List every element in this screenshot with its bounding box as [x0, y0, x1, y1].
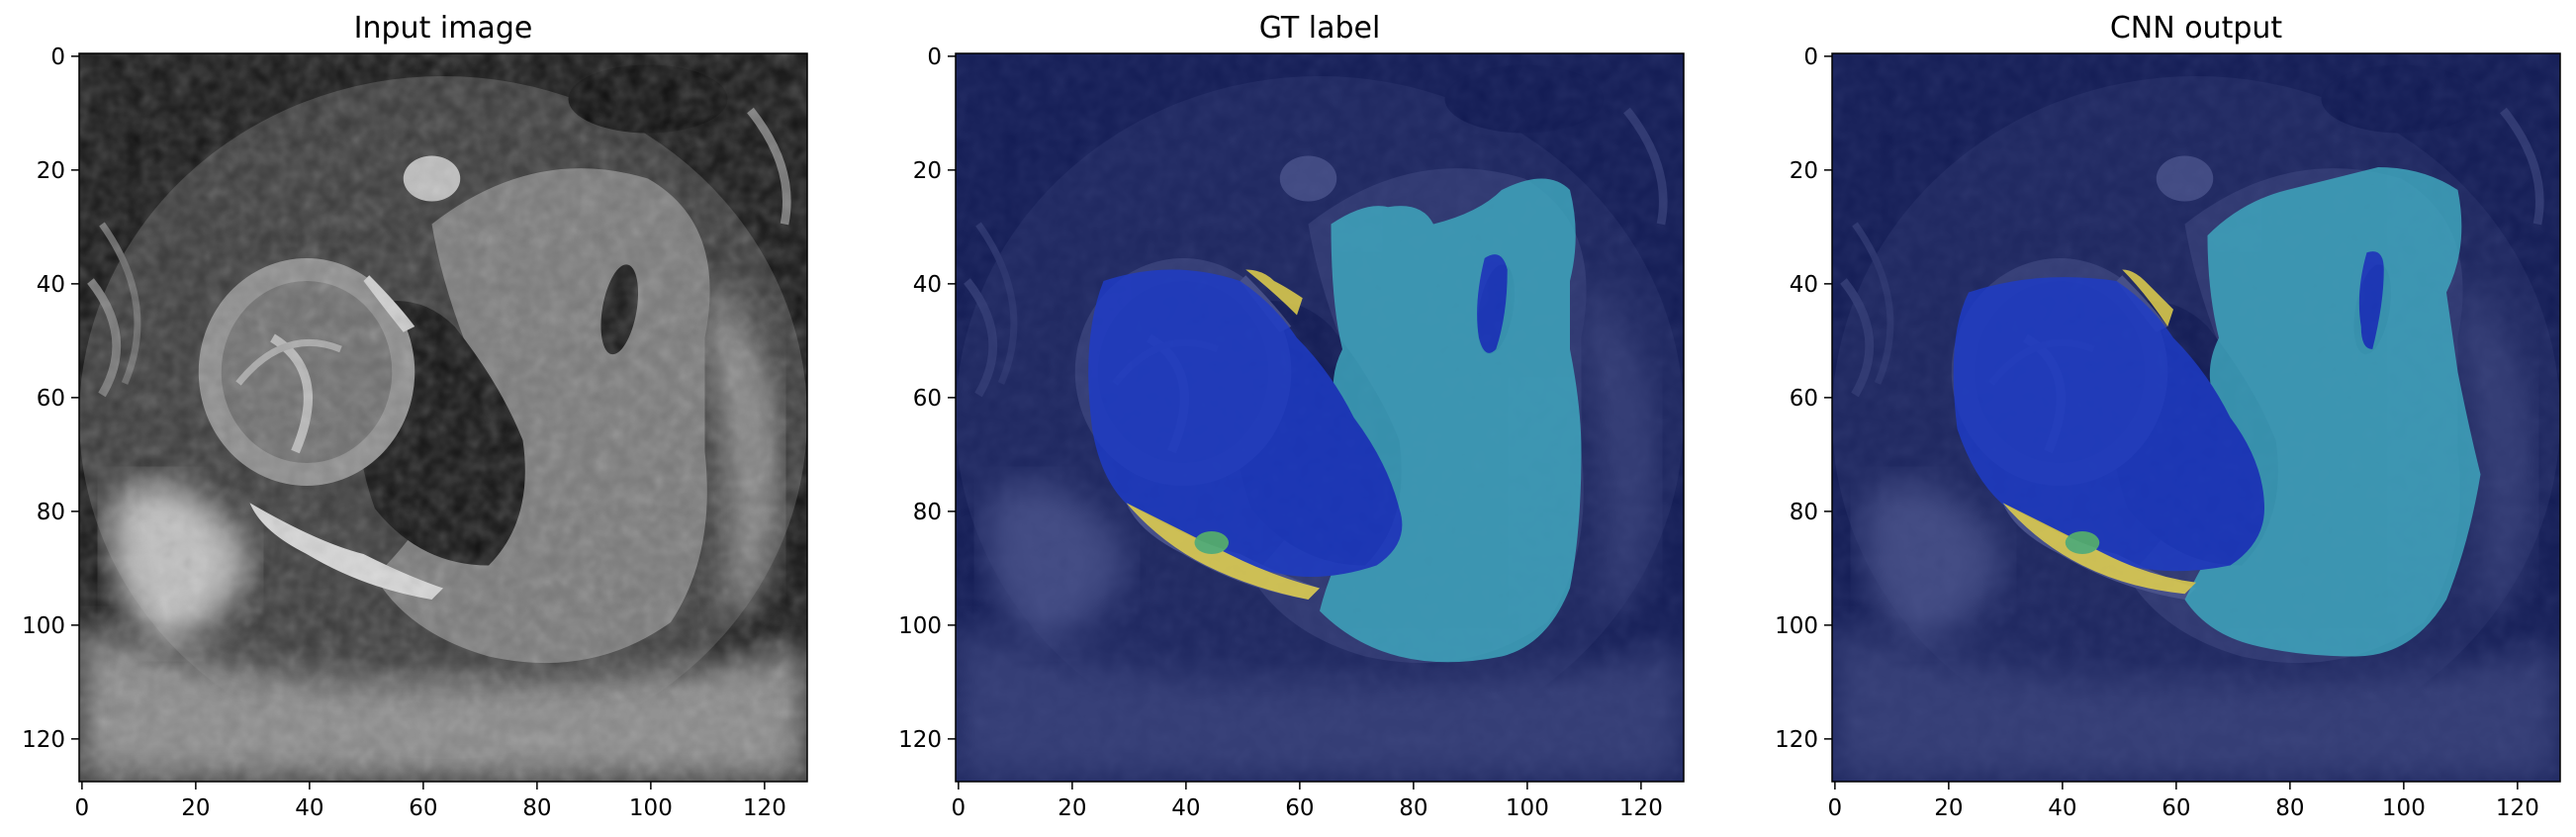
- x-tick-label: 20: [181, 795, 210, 821]
- x-tick-label: 0: [952, 795, 966, 821]
- x-tick-label: 0: [1828, 795, 1843, 821]
- y-tick-label: 0: [50, 45, 65, 70]
- y-ticks: 0 20 40 60 80 100 120: [22, 45, 79, 753]
- axes-frame: [955, 52, 1685, 783]
- x-tick-label: 20: [1058, 795, 1086, 821]
- x-tick-label: 40: [295, 795, 323, 821]
- x-tick-label: 60: [1285, 795, 1314, 821]
- gt-overlay-image: [956, 53, 1684, 782]
- y-ticks: 0 20 40 60 80 100 120: [1775, 45, 1832, 753]
- y-tick-label: 120: [898, 727, 942, 753]
- y-tick-label: 20: [1790, 158, 1818, 184]
- y-tick-label: 100: [1775, 613, 1818, 639]
- y-tick-label: 120: [1775, 727, 1818, 753]
- panel-gt-label: GT label 0 20 40 60 80 100 120 0 20 40 60 80 100 120: [898, 11, 1685, 821]
- y-tick-label: 40: [1790, 272, 1818, 298]
- cnn-overlay-image: [1832, 53, 2560, 782]
- x-tick-label: 120: [2496, 795, 2539, 821]
- x-tick-label: 20: [1934, 795, 1963, 821]
- y-tick-label: 40: [37, 272, 65, 298]
- y-tick-label: 0: [927, 45, 942, 70]
- x-tick-label: 80: [1399, 795, 1427, 821]
- x-tick-label: 40: [1171, 795, 1200, 821]
- x-tick-label: 100: [2382, 795, 2426, 821]
- y-tick-label: 100: [22, 613, 65, 639]
- axes-frame: [78, 52, 808, 783]
- x-tick-label: 120: [743, 795, 786, 821]
- y-tick-label: 80: [1790, 500, 1818, 525]
- y-tick-label: 80: [913, 500, 942, 525]
- y-tick-label: 60: [1790, 386, 1818, 412]
- y-tick-label: 40: [913, 272, 942, 298]
- panel-title: GT label: [1259, 11, 1381, 46]
- y-tick-label: 120: [22, 727, 65, 753]
- x-ticks: 0 20 40 60 80 100 120: [952, 782, 1663, 821]
- x-tick-label: 80: [2275, 795, 2304, 821]
- y-ticks: 0 20 40 60 80 100 120: [898, 45, 956, 753]
- y-tick-label: 100: [898, 613, 942, 639]
- x-ticks: 0 20 40 60 80 100 120: [75, 782, 786, 821]
- x-tick-label: 60: [2162, 795, 2190, 821]
- panel-input-image: Input image 0 20 40 60 80 100 120 0 20 40 60 80 100…: [22, 11, 808, 821]
- y-tick-label: 60: [913, 386, 942, 412]
- x-tick-label: 120: [1619, 795, 1663, 821]
- x-tick-label: 80: [522, 795, 551, 821]
- y-tick-label: 20: [37, 158, 65, 184]
- x-tick-label: 100: [629, 795, 673, 821]
- x-tick-label: 0: [75, 795, 90, 821]
- y-tick-label: 0: [1803, 45, 1818, 70]
- axes-frame: [1831, 52, 2561, 783]
- x-tick-label: 100: [1506, 795, 1549, 821]
- panel-title: Input image: [354, 11, 533, 46]
- input-mri-image: [79, 53, 807, 782]
- x-ticks: 0 20 40 60 80 100 120: [1828, 782, 2539, 821]
- x-tick-label: 40: [2048, 795, 2076, 821]
- y-tick-label: 80: [37, 500, 65, 525]
- x-tick-label: 60: [409, 795, 437, 821]
- panel-cnn-output: CNN output 0 20 40 60 80 100 120 0 20 40 60 80 100 1…: [1775, 11, 2561, 821]
- y-tick-label: 60: [37, 386, 65, 412]
- panel-title: CNN output: [2110, 11, 2283, 46]
- y-tick-label: 20: [913, 158, 942, 184]
